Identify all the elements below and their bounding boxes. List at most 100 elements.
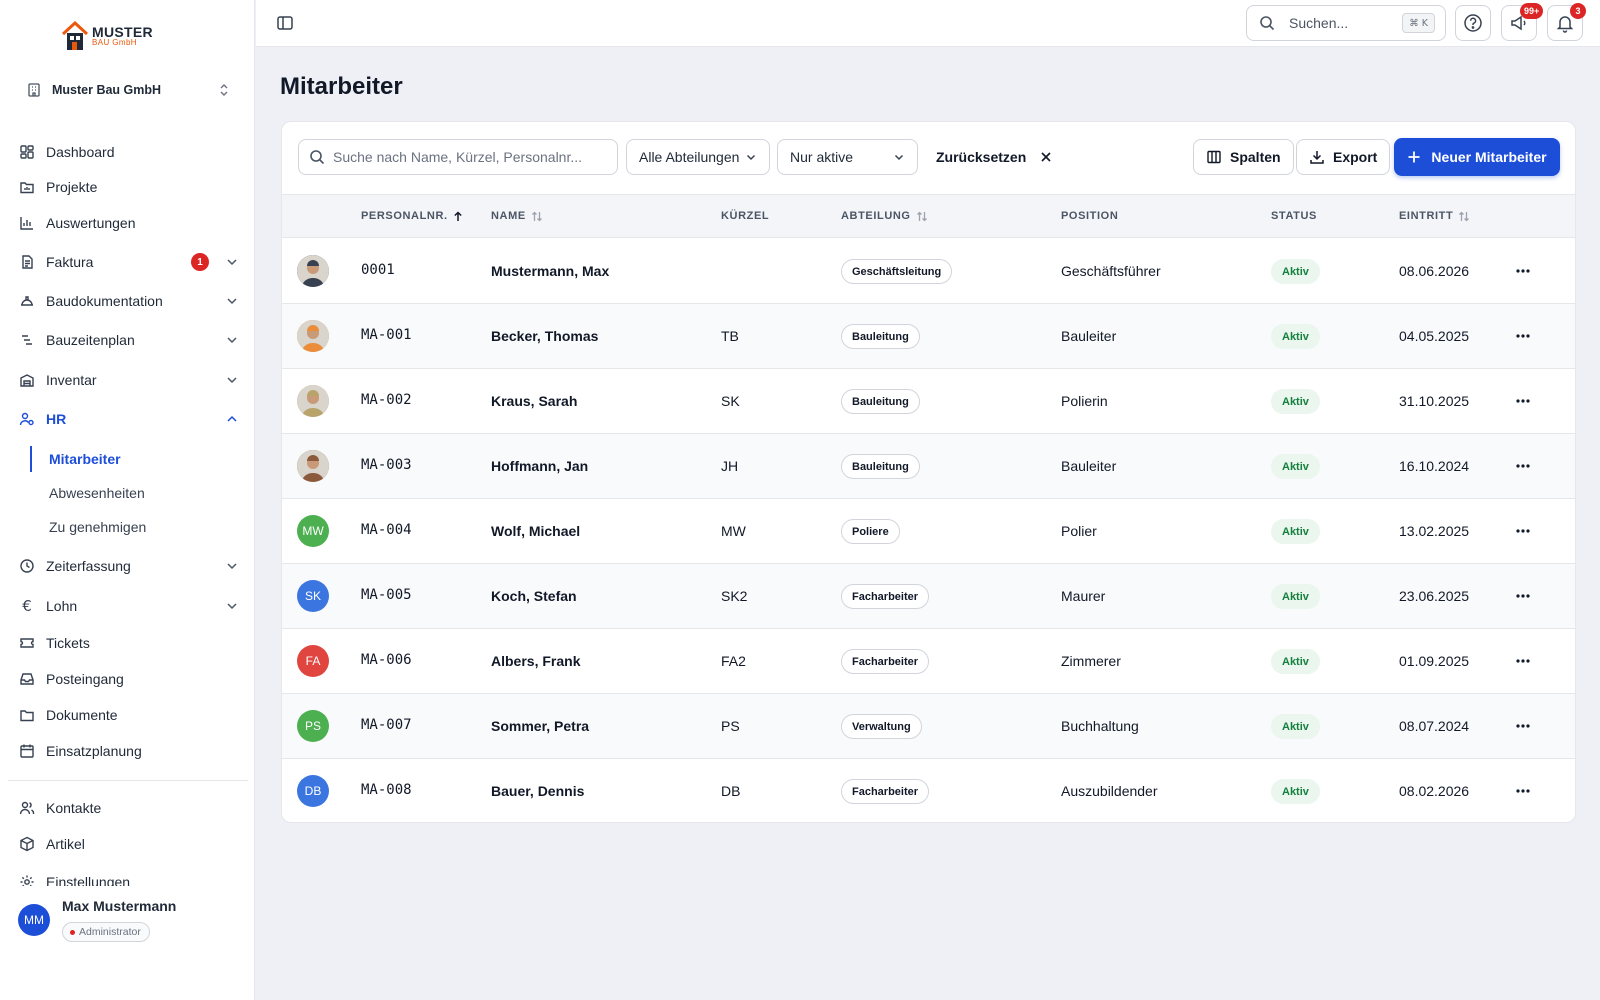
sidebar-item-tickets[interactable]: Tickets [18, 629, 243, 657]
bar-chart-icon [18, 214, 36, 232]
sidebar-item-dokumente[interactable]: Dokumente [18, 701, 243, 729]
cell-personalnr: MA-002 [361, 392, 412, 408]
sidebar-item-label: Dashboard [46, 144, 115, 160]
table-row[interactable]: 0001 Mustermann, Max Geschäftsleitung Gesch… [282, 239, 1575, 304]
table-row[interactable]: MA-003 Hoffmann, Jan JH Bauleitung Bauleiter… [282, 434, 1575, 499]
avatar [297, 385, 329, 417]
employee-search-input[interactable]: Suche nach Name, Kürzel, Personalnr... [298, 139, 618, 175]
sidebar-item-artikel[interactable]: Artikel [18, 830, 243, 858]
column-header-status[interactable]: STATUS [1271, 210, 1317, 222]
company-logo[interactable]: MUSTER BAU GmbH [62, 20, 172, 52]
reset-filters-button[interactable]: Zurücksetzen [936, 149, 1052, 165]
columns-button[interactable]: Spalten [1193, 139, 1294, 175]
column-header-kuerzel[interactable]: KÜRZEL [721, 210, 769, 222]
cell-kuerzel: PS [721, 718, 740, 734]
sidebar-item-faktura[interactable]: Faktura 1 [18, 248, 243, 276]
sidebar-item-einstellungen[interactable]: Einstellungen [18, 868, 243, 886]
export-button-label: Export [1333, 149, 1378, 165]
table-row[interactable]: MW MA-004 Wolf, Michael MW Poliere Polier Akti… [282, 499, 1575, 564]
row-actions-button[interactable] [1512, 586, 1534, 606]
folder-icon [18, 706, 36, 724]
sidebar-item-baudokumentation[interactable]: Baudokumentation [18, 287, 243, 315]
row-actions-button[interactable] [1512, 521, 1534, 541]
cell-name[interactable]: Sommer, Petra [491, 718, 590, 734]
chevron-down-icon [227, 563, 237, 570]
table-row[interactable]: FA MA-006 Albers, Frank FA2 Facharbeiter Zimm… [282, 629, 1575, 694]
chevron-down-icon [227, 603, 237, 610]
cell-name[interactable]: Bauer, Dennis [491, 783, 585, 799]
new-employee-button[interactable]: Neuer Mitarbeiter [1394, 138, 1560, 176]
export-button[interactable]: Export [1296, 139, 1391, 175]
cell-name[interactable]: Albers, Frank [491, 653, 581, 669]
table-row[interactable]: PS MA-007 Sommer, Petra PS Verwaltung Buchhal… [282, 694, 1575, 759]
faktura-count-badge: 1 [191, 253, 209, 271]
cell-name[interactable]: Becker, Thomas [491, 328, 599, 344]
notifications-button[interactable]: 3 [1547, 3, 1586, 41]
cell-position: Auszubildender [1061, 783, 1158, 799]
submenu-item-abwesenheiten[interactable]: Abwesenheiten [49, 485, 145, 501]
chevron-down-icon [227, 377, 237, 384]
user-profile[interactable]: MM Max Mustermann Administrator [18, 898, 248, 948]
help-button[interactable] [1455, 5, 1491, 41]
sidebar-item-dashboard[interactable]: Dashboard [18, 138, 243, 166]
folder-chart-icon [18, 178, 36, 196]
cell-eintritt: 16.10.2024 [1399, 458, 1470, 474]
announcements-badge: 99+ [1520, 3, 1544, 19]
submenu-item-zu-genehmigen[interactable]: Zu genehmigen [49, 519, 147, 535]
sidebar-item-inventar[interactable]: Inventar [18, 366, 243, 394]
more-horizontal-icon [1516, 594, 1530, 598]
submenu-item-mitarbeiter[interactable]: Mitarbeiter [49, 451, 121, 467]
chevron-down-icon [227, 298, 237, 305]
column-header-abteilung[interactable]: ABTEILUNG [841, 210, 928, 222]
announcements-button[interactable]: 99+ [1501, 3, 1544, 41]
cell-eintritt: 08.07.2024 [1399, 718, 1470, 734]
row-actions-button[interactable] [1512, 651, 1534, 671]
sidebar-item-zeiterfassung[interactable]: Zeiterfassung [18, 552, 243, 580]
row-actions-button[interactable] [1512, 716, 1534, 736]
table-row[interactable]: SK MA-005 Koch, Stefan SK2 Facharbeiter Maure… [282, 564, 1575, 629]
column-header-position[interactable]: POSITION [1061, 210, 1118, 222]
global-search-input[interactable]: Suchen... ⌘ K [1246, 5, 1446, 41]
table-row[interactable]: DB MA-008 Bauer, Dennis DB Facharbeiter Auszu… [282, 759, 1575, 822]
sort-icon [916, 211, 927, 221]
sidebar-item-label: Einsatzplanung [46, 743, 142, 759]
sidebar-item-posteingang[interactable]: Posteingang [18, 665, 243, 693]
row-actions-button[interactable] [1512, 261, 1534, 281]
column-header-label: NAME [491, 210, 526, 222]
row-actions-button[interactable] [1512, 781, 1534, 801]
status-filter-select[interactable]: Nur aktive [777, 139, 918, 175]
cell-personalnr: 0001 [361, 262, 395, 278]
new-employee-button-label: Neuer Mitarbeiter [1431, 149, 1547, 165]
company-switcher[interactable]: Muster Bau GmbH [26, 78, 230, 102]
table-row[interactable]: MA-002 Kraus, Sarah SK Bauleitung Polierin Ak… [282, 369, 1575, 434]
row-actions-button[interactable] [1512, 456, 1534, 476]
row-actions-button[interactable] [1512, 326, 1534, 346]
sidebar-item-hr[interactable]: HR [18, 405, 243, 433]
sidebar-item-projekte[interactable]: Projekte [18, 173, 243, 201]
table-row[interactable]: MA-001 Becker, Thomas TB Bauleitung Bauleite… [282, 304, 1575, 369]
column-header-label: POSITION [1061, 210, 1119, 222]
column-header-eintritt[interactable]: EINTRITT [1399, 210, 1470, 222]
status-badge: Aktiv [1271, 454, 1320, 479]
columns-icon [1207, 150, 1221, 164]
sidebar-item-einsatzplanung[interactable]: Einsatzplanung [18, 737, 243, 765]
sidebar-item-auswertungen[interactable]: Auswertungen [18, 209, 243, 237]
row-actions-button[interactable] [1512, 391, 1534, 411]
column-header-personalnr[interactable]: PERSONALNR. [361, 210, 463, 222]
cell-name[interactable]: Kraus, Sarah [491, 393, 578, 409]
cell-name[interactable]: Koch, Stefan [491, 588, 577, 604]
topbar: Suchen... ⌘ K 99+ 3 [256, 0, 1600, 47]
sidebar-toggle-button[interactable] [276, 14, 294, 32]
avatar [297, 320, 329, 352]
sidebar-item-kontakte[interactable]: Kontakte [18, 794, 243, 822]
cell-name[interactable]: Mustermann, Max [491, 263, 610, 279]
department-filter-select[interactable]: Alle Abteilungen [626, 139, 770, 175]
sidebar-item-bauzeitenplan[interactable]: Bauzeitenplan [18, 326, 243, 354]
cell-name[interactable]: Wolf, Michael [491, 523, 581, 539]
more-horizontal-icon [1516, 464, 1530, 468]
sidebar-item-lohn[interactable]: € Lohn [18, 592, 243, 620]
sidebar-item-label: Inventar [46, 372, 97, 388]
cell-name[interactable]: Hoffmann, Jan [491, 458, 589, 474]
department-badge: Facharbeiter [841, 584, 930, 609]
column-header-name[interactable]: NAME [491, 210, 543, 222]
